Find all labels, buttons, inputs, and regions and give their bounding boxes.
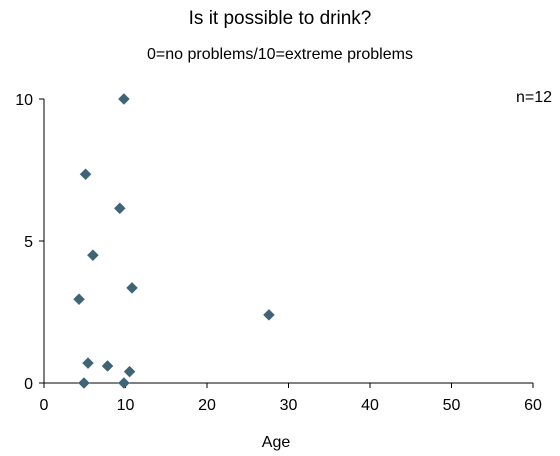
sample-size-annotation: n=12 [515,89,552,106]
data-point-diamond [82,357,94,369]
chart-title: Is it possible to drink? [188,8,372,29]
data-point-diamond [126,282,138,294]
y-tick-label: 5 [24,234,33,251]
data-points [73,93,275,389]
x-tick-label: 40 [361,397,379,414]
x-tick-label: 60 [524,397,542,414]
data-point-diamond [113,202,126,215]
data-point-diamond [263,308,275,321]
data-point-diamond [87,249,99,262]
data-point-diamond [118,93,130,105]
data-point-diamond [123,365,136,378]
data-point-diamond [118,377,130,389]
x-tick-label: 20 [198,397,216,414]
data-point-diamond [79,168,92,181]
x-tick-label: 10 [117,397,135,414]
y-tick-label: 0 [24,376,33,393]
chart-subtitle: 0=no problems/10=extreme problems [147,46,413,63]
x-tick-label: 0 [40,397,49,414]
x-tick-label: 50 [443,397,461,414]
x-axis-title: Age [262,434,291,451]
y-tick-label: 10 [15,92,33,109]
data-point-diamond [73,293,85,306]
x-tick-label: 30 [280,397,298,414]
data-point-diamond [78,377,90,389]
data-point-diamond [101,360,114,372]
